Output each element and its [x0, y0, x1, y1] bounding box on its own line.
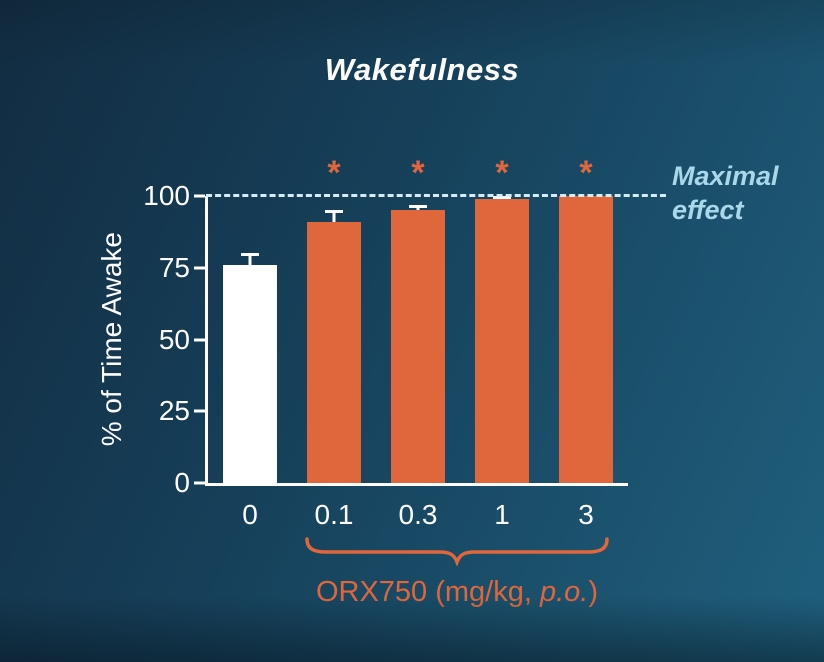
error-bar — [409, 204, 427, 211]
dose-group-brace-path — [305, 537, 609, 566]
y-axis-ticks: 0 25 50 75 100 — [143, 182, 628, 497]
maximal-effect-line2: effect — [672, 194, 744, 225]
x-tick-label: 0.3 — [398, 499, 438, 530]
y-tick-label: 75 — [158, 251, 190, 283]
x-tick-label: 0 — [242, 499, 258, 530]
significance-asterisk: * — [411, 154, 425, 192]
bars: 0 * 0.1 * 0.3 * 1 * 3 — [208, 156, 628, 530]
dose-label-prefix: ORX750 (mg/kg, — [315, 576, 540, 608]
y-tick-mark — [194, 266, 205, 270]
bar-0.1 — [307, 221, 361, 483]
maximal-effect-line1: Maximal — [672, 161, 779, 191]
significance-asterisk: * — [495, 154, 509, 192]
significance-asterisk: * — [327, 154, 341, 192]
x-tick-label: 0.1 — [314, 499, 354, 530]
dose-group-brace — [305, 537, 609, 566]
error-bar-cap — [241, 253, 259, 257]
y-tick-mark — [194, 194, 205, 198]
bar-3 — [559, 196, 613, 483]
maximal-effect-label: Maximal effect — [672, 160, 779, 228]
y-axis-title: % of Time Awake — [90, 196, 134, 483]
plot-area: 0 25 50 75 100 0 * 0.1 * 0.3 * 1 * 3 — [143, 156, 666, 530]
dose-label-po: p.o. — [539, 576, 589, 608]
y-tick-label: 25 — [158, 395, 190, 427]
x-tick-label: 1 — [494, 499, 510, 530]
y-tick-label: 100 — [143, 180, 190, 211]
error-bar — [493, 196, 511, 200]
bar-group: * 1 — [460, 156, 544, 530]
error-bar-stem — [332, 210, 336, 222]
y-tick-mark — [194, 481, 205, 485]
error-bar-cap — [325, 210, 343, 214]
chart-title: Wakefulness — [324, 52, 520, 87]
error-bar-cap — [493, 196, 511, 200]
error-bar-stem — [248, 253, 252, 265]
dose-label-suffix: ) — [588, 576, 599, 608]
x-tick-label: 3 — [578, 499, 594, 530]
y-axis-title-text: % of Time Awake — [96, 232, 127, 447]
bar-1 — [475, 198, 529, 483]
error-bar — [241, 253, 259, 265]
significance-asterisk: * — [579, 154, 593, 192]
error-bar — [325, 210, 343, 222]
bar-group: * 3 — [544, 156, 628, 530]
bar-group: * 0.3 — [376, 156, 460, 530]
maximal-effect-dashed-line — [206, 194, 666, 197]
y-tick-mark — [194, 409, 205, 413]
bar-group: 0 — [208, 196, 292, 530]
y-tick-mark — [194, 338, 205, 341]
dose-group-label: ORX750 (mg/kg, p.o.) — [277, 576, 637, 609]
bar-group: * 0.1 — [292, 156, 376, 530]
y-tick-label: 50 — [158, 323, 190, 355]
error-bar-cap — [409, 204, 427, 208]
bar-0 — [223, 264, 277, 483]
bar-0.3 — [391, 210, 445, 483]
y-tick-label: 0 — [174, 467, 190, 498]
